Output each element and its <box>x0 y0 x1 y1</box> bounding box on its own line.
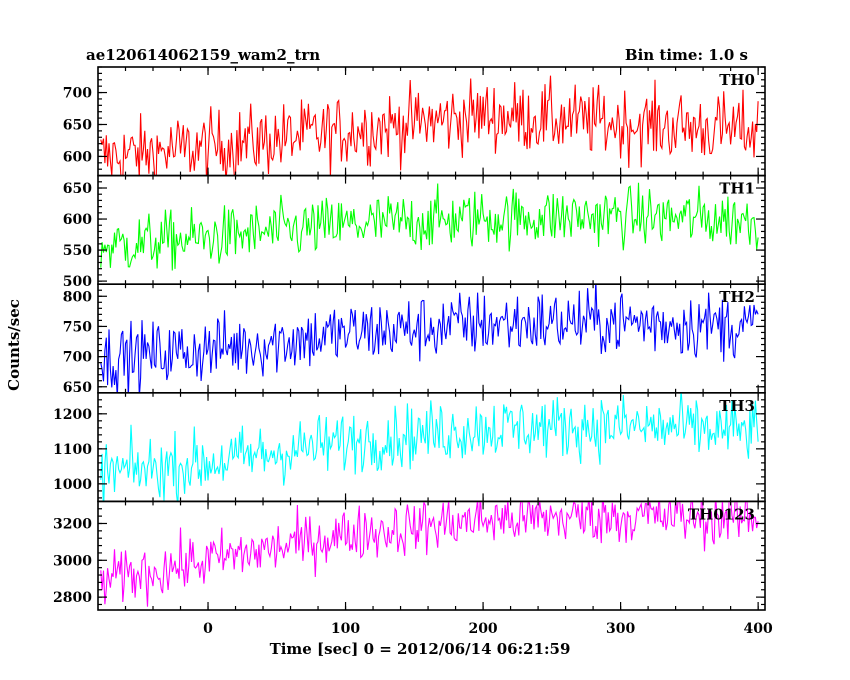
panel-name-label: TH3 <box>719 397 755 415</box>
y-tick-label: 600 <box>63 212 92 228</box>
y-tick-label: 1100 <box>53 442 92 458</box>
x-tick-label: 200 <box>468 621 497 637</box>
x-axis: 0 100 200 300 400 <box>203 621 773 637</box>
panel-th1: 500 550 600 650 TH1 <box>63 174 766 290</box>
y-tick-label: 650 <box>63 380 92 396</box>
panel-name-label: TH0123 <box>688 505 755 523</box>
x-tick-label: 400 <box>744 621 773 637</box>
bin-time-label: Bin time: 1.0 s <box>625 46 748 64</box>
series-line-th1 <box>100 182 759 271</box>
y-tick-label: 650 <box>63 117 92 133</box>
y-tick-label: 500 <box>63 274 92 290</box>
panel-name-label: TH1 <box>719 180 755 198</box>
panel-th0: 600 650 700 TH0 <box>63 66 766 177</box>
panel-name-label: TH0 <box>719 71 755 89</box>
panel-th3: 1000 1100 1200 TH3 <box>53 391 766 503</box>
y-tick-label: 750 <box>63 319 92 335</box>
x-tick-label: 100 <box>331 621 360 637</box>
series-line-th0 <box>100 75 759 176</box>
panel-name-label: TH2 <box>719 288 755 306</box>
y-tick-label: 1200 <box>53 407 92 423</box>
panel-th0123: 2800 3000 3200 TH0123 <box>53 500 766 611</box>
x-tick-label: 0 <box>203 621 213 637</box>
y-tick-label: 2800 <box>53 590 92 606</box>
series-line-th0123 <box>100 501 759 607</box>
y-tick-label: 600 <box>63 149 92 165</box>
chart-title: ae120614062159_wam2_trn <box>86 46 320 64</box>
y-tick-label: 1000 <box>53 477 92 493</box>
series-line-th2 <box>100 284 759 393</box>
series-line-th3 <box>100 392 759 502</box>
y-tick-label: 550 <box>63 243 92 259</box>
y-tick-label: 650 <box>63 181 92 197</box>
y-tick-label: 3200 <box>53 516 92 532</box>
y-tick-label: 700 <box>63 86 92 102</box>
panels-group: 600 650 700 TH0 500 550 600 650 TH1 650 700 750 800 T… <box>53 66 766 611</box>
y-tick-label: 800 <box>63 289 92 305</box>
panel-frame <box>97 500 766 611</box>
x-axis-label: Time [sec] 0 = 2012/06/14 06:21:59 <box>270 640 571 658</box>
x-tick-label: 300 <box>606 621 635 637</box>
y-axis-label: Counts/sec <box>5 299 23 391</box>
y-tick-label: 3000 <box>53 553 92 569</box>
panel-th2: 650 700 750 800 TH2 <box>63 283 766 396</box>
y-tick-label: 700 <box>63 350 92 366</box>
